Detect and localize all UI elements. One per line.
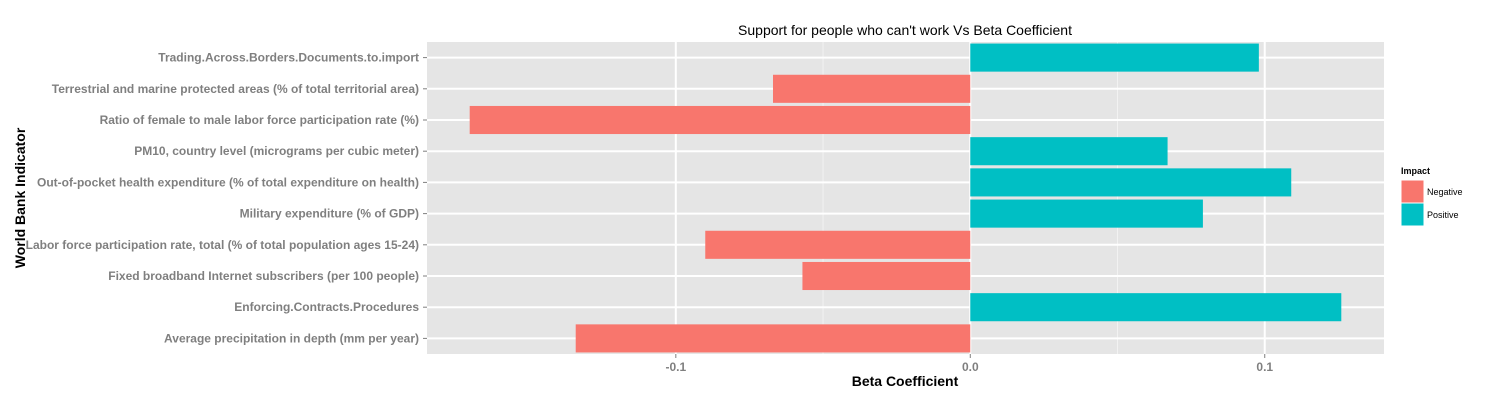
y-tick-label: Enforcing.Contracts.Procedures: [234, 300, 419, 314]
bar: [575, 324, 971, 353]
y-tick-label: Trading.Across.Borders.Documents.to.impo…: [158, 51, 419, 65]
y-tick-label: Fixed broadband Internet subscribers (pe…: [108, 269, 419, 283]
bar: [970, 43, 1259, 72]
y-axis-title: World Bank Indicator: [12, 127, 28, 268]
y-tick-label: Ratio of female to male labor force part…: [100, 113, 419, 127]
legend-label: Positive: [1427, 210, 1459, 220]
y-tick-label: Terrestrial and marine protected areas (…: [52, 82, 419, 96]
x-axis-title: Beta Coefficient: [852, 373, 959, 389]
bar: [802, 261, 971, 291]
bar: [469, 105, 971, 135]
bar: [772, 74, 971, 103]
bar: [970, 199, 1203, 228]
bar: [970, 137, 1168, 166]
chart-title: Support for people who can't work Vs Bet…: [738, 22, 1072, 38]
x-tick-labels: -0.1 0.0 0.1: [665, 354, 1273, 374]
bar: [970, 293, 1342, 322]
y-tick-label: PM10, country level (micrograms per cubi…: [134, 144, 419, 158]
bar: [705, 230, 971, 259]
bars: [469, 43, 1342, 353]
legend: Impact Negative Positive: [1400, 166, 1463, 227]
legend-key: [1400, 202, 1425, 227]
y-tick-label: Out-of-pocket health expenditure (% of t…: [37, 175, 419, 189]
legend-label: Negative: [1427, 187, 1463, 197]
y-tick-label: Labor force participation rate, total (%…: [26, 238, 419, 252]
x-tick-label: 0.0: [962, 360, 979, 374]
legend-title: Impact: [1401, 166, 1430, 176]
legend-key: [1400, 179, 1425, 204]
y-tick-label: Average precipitation in depth (mm per y…: [164, 331, 419, 345]
x-tick-label: -0.1: [665, 360, 686, 374]
y-tick-labels: Trading.Across.Borders.Documents.to.impo…: [26, 51, 427, 345]
x-tick-label: 0.1: [1256, 360, 1273, 374]
bar: [970, 168, 1292, 197]
y-tick-label: Military expenditure (% of GDP): [240, 207, 419, 221]
